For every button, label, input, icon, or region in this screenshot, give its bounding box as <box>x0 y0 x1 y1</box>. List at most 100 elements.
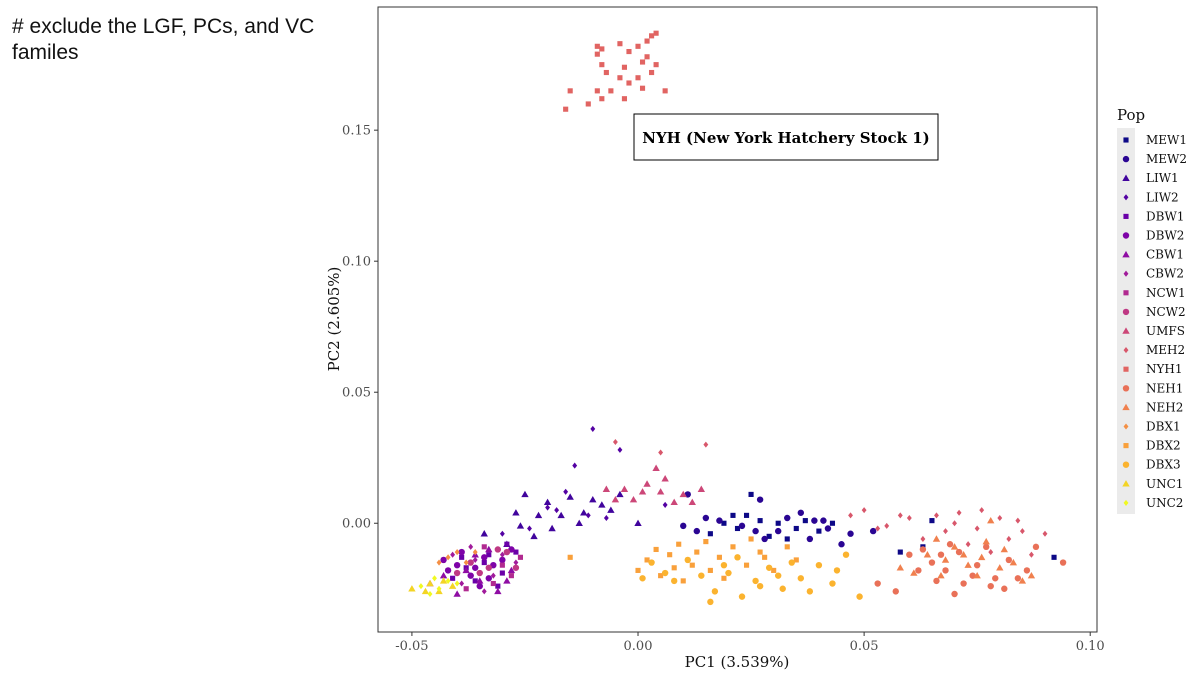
data-point <box>721 520 727 526</box>
x-tick-label: 0.00 <box>624 639 653 654</box>
series-unc1 <box>408 577 457 595</box>
data-point <box>670 498 678 506</box>
legend-label: LIW2 <box>1146 190 1179 204</box>
data-point <box>987 582 994 590</box>
data-point <box>427 590 433 598</box>
legend-label: DBW2 <box>1146 229 1184 243</box>
data-point <box>694 549 700 555</box>
data-point <box>906 514 912 522</box>
data-point <box>784 514 791 522</box>
data-point <box>1014 575 1022 582</box>
data-point <box>598 501 606 508</box>
data-point <box>861 507 867 514</box>
data-point <box>517 554 524 560</box>
legend-key-dbx3 <box>1122 461 1130 468</box>
data-point <box>711 588 719 595</box>
data-point <box>534 511 543 519</box>
legend-key-background <box>1117 128 1135 514</box>
data-point <box>806 535 814 543</box>
data-point <box>476 569 483 577</box>
data-point <box>521 490 529 498</box>
data-point <box>838 541 845 548</box>
data-point <box>575 519 583 527</box>
data-point <box>1000 545 1008 553</box>
data-point <box>698 572 705 579</box>
data-point <box>653 546 659 553</box>
data-point <box>563 488 569 495</box>
legend: Pop MEW1 MEW2 LIW1 LIW2 DBW1 DBW2 CBW1 CBW2 NCW1… <box>1117 106 1187 514</box>
data-point <box>485 564 492 571</box>
data-point <box>679 490 687 498</box>
data-point <box>458 548 465 556</box>
series-cbw2 <box>450 543 519 595</box>
data-point <box>436 585 442 592</box>
data-point <box>463 586 469 592</box>
legend-key-dbw1 <box>1123 213 1129 219</box>
data-point <box>626 48 632 55</box>
legend-key-ncw1 <box>1123 290 1129 296</box>
data-point <box>1023 567 1031 574</box>
data-point <box>896 564 904 571</box>
data-point <box>634 519 642 527</box>
data-point <box>567 554 573 560</box>
data-point <box>629 495 638 503</box>
data-point <box>530 532 538 540</box>
legend-title: Pop <box>1117 106 1145 124</box>
data-point <box>611 495 620 503</box>
data-point <box>480 530 488 537</box>
data-point <box>472 549 478 556</box>
data-point <box>797 509 805 516</box>
data-point <box>453 590 461 597</box>
data-point <box>508 573 514 579</box>
data-point <box>566 493 574 500</box>
data-point <box>762 554 768 560</box>
data-point <box>920 535 926 543</box>
data-point <box>766 533 772 539</box>
data-point <box>946 541 954 548</box>
data-point <box>644 557 650 563</box>
data-point <box>956 509 962 516</box>
data-point <box>602 485 611 492</box>
data-point <box>481 544 487 550</box>
data-point <box>554 507 560 514</box>
data-point <box>996 564 1004 571</box>
data-point <box>485 545 493 553</box>
data-point <box>638 488 647 495</box>
data-point <box>987 516 995 524</box>
data-point <box>635 567 641 573</box>
data-point <box>599 46 605 52</box>
data-point <box>743 562 750 568</box>
data-point <box>951 590 958 598</box>
data-point <box>485 575 492 582</box>
data-point <box>649 69 655 76</box>
data-point <box>513 559 519 566</box>
data-point <box>499 551 505 558</box>
data-point <box>774 527 782 535</box>
data-point <box>436 559 442 566</box>
series-meh2 <box>612 438 1048 558</box>
data-point <box>937 571 945 579</box>
data-point <box>775 520 781 526</box>
legend-label: DBW1 <box>1146 209 1184 223</box>
data-point <box>959 551 968 558</box>
x-tick-label: -0.05 <box>395 639 428 654</box>
data-point <box>481 588 487 595</box>
legend-key-mew2 <box>1122 155 1130 163</box>
data-point <box>590 425 596 432</box>
data-point <box>983 543 990 551</box>
data-point <box>756 496 764 503</box>
data-point <box>1059 559 1067 566</box>
data-point <box>974 525 980 532</box>
data-point <box>815 561 823 569</box>
data-point <box>563 106 569 112</box>
data-point <box>1051 554 1057 560</box>
data-point <box>617 41 623 47</box>
series-ncw2 <box>453 546 520 577</box>
data-point <box>670 577 678 585</box>
data-point <box>459 580 465 587</box>
data-point <box>919 546 927 553</box>
legend-key-dbw2 <box>1122 232 1130 239</box>
data-point <box>620 485 629 492</box>
legend-label: UNC1 <box>1146 477 1183 491</box>
